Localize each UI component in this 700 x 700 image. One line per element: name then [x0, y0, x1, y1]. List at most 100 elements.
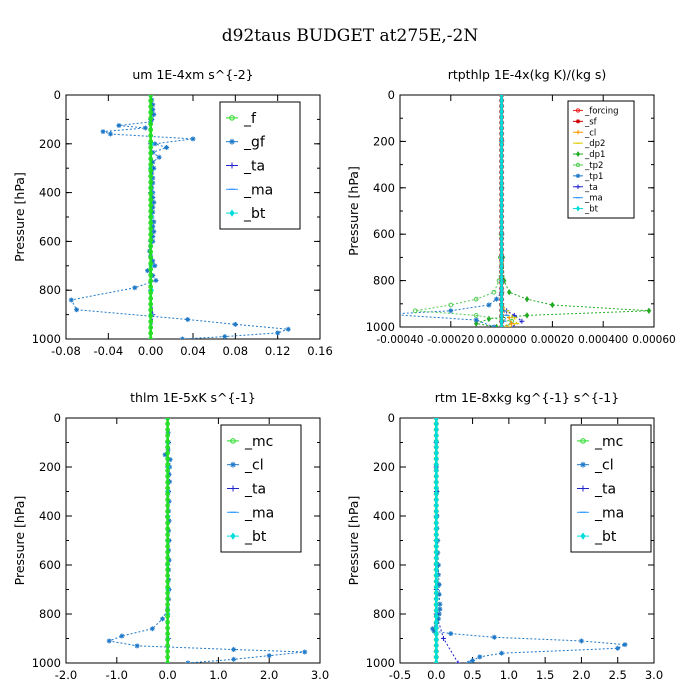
legend-label: _ta [594, 482, 616, 498]
data-point [148, 156, 154, 162]
data-point [148, 255, 154, 261]
data-point [434, 426, 439, 433]
data-point [165, 450, 170, 456]
data-point [148, 295, 154, 301]
legend-label: _gf [243, 135, 266, 151]
legend-label: _sf [584, 117, 598, 127]
data-point [148, 179, 154, 185]
data-point [473, 296, 479, 302]
data-point [150, 224, 156, 230]
data-point [434, 467, 439, 474]
data-point [165, 619, 170, 625]
x-tick-label: 2.0 [572, 668, 590, 682]
series-group [106, 418, 308, 663]
data-point [165, 613, 170, 619]
y-tick-label: 0 [54, 411, 61, 425]
data-point [166, 557, 172, 563]
data-point [385, 312, 390, 317]
y-tick-label: 400 [373, 181, 395, 195]
data-point [148, 307, 154, 313]
legend-marker [229, 162, 235, 169]
y-tick-label: 1000 [366, 656, 395, 670]
legend-marker [230, 461, 236, 468]
panel-3: thlm 1E-5xK s^{-1} Pressure [hPa] 0 200 400 6… [12, 390, 329, 682]
legend-label: _bt [243, 206, 266, 222]
x-tick-label: 0.00060 [632, 334, 675, 346]
data-point [148, 313, 154, 319]
legend-marker [580, 532, 586, 540]
data-point [148, 150, 154, 156]
legend-label: _f [243, 111, 257, 127]
data-point [231, 656, 237, 662]
y-tick-label: 0 [388, 411, 395, 425]
data-point [165, 648, 170, 654]
data-point [165, 485, 170, 491]
y-tick-label: 200 [39, 460, 61, 474]
data-point [165, 444, 170, 450]
legend-label: _ma [584, 194, 603, 204]
y-tick-label: 800 [373, 607, 395, 621]
series-tp2 [412, 95, 515, 327]
data-point [434, 420, 439, 428]
data-point [148, 98, 154, 104]
data-point [165, 608, 170, 613]
x-tick-label: 0.5 [463, 668, 481, 682]
data-point [165, 543, 170, 549]
x-tick-label: 3.0 [645, 668, 663, 682]
data-point [185, 660, 191, 663]
data-point [436, 582, 442, 588]
legend-label: _bt [594, 529, 617, 545]
data-point [434, 630, 439, 638]
series-group [430, 418, 628, 663]
legend-marker [575, 162, 581, 168]
data-point [148, 266, 154, 272]
data-point [148, 319, 154, 324]
x-tick-label: 0.0 [427, 668, 445, 682]
x-tick-label: 2.5 [609, 668, 627, 682]
data-point [119, 633, 125, 639]
data-point [506, 289, 512, 296]
data-point [434, 548, 439, 556]
data-point [148, 173, 154, 179]
data-point [232, 321, 238, 327]
series-f [148, 95, 154, 339]
data-point [434, 648, 439, 655]
data-point [434, 595, 439, 603]
data-point [165, 456, 170, 462]
panel-1: um 1E-4xm s^{-2} Pressure [hPa] 0 200 400 600… [12, 67, 333, 358]
data-point [148, 278, 154, 284]
series-line [70, 95, 289, 339]
series-group [385, 95, 652, 327]
series-line [501, 95, 523, 327]
y-tick-label: 0 [54, 88, 61, 102]
y-tick-label: 400 [39, 186, 61, 200]
data-point [165, 643, 170, 648]
legend-label: _cl [244, 458, 264, 474]
data-point [434, 490, 439, 498]
y-tick-label: 1000 [32, 656, 61, 670]
data-point [434, 502, 439, 509]
y-tick-label: 200 [373, 134, 395, 148]
data-point [430, 626, 436, 632]
x-tick-label: -2.0 [55, 668, 77, 682]
data-point [435, 616, 441, 622]
data-point [106, 638, 112, 644]
data-point [165, 602, 170, 608]
data-point [165, 578, 170, 584]
data-point [166, 471, 172, 477]
legend-marker [575, 184, 581, 189]
data-point [150, 175, 156, 181]
data-point [434, 543, 439, 550]
data-point [434, 496, 439, 503]
x-tick-label: 0.00020 [531, 334, 574, 346]
data-point [455, 660, 461, 663]
legend-label: _ta [243, 159, 265, 175]
data-point [165, 421, 170, 427]
data-point [434, 449, 439, 457]
data-point [148, 121, 154, 127]
data-point [165, 427, 170, 433]
data-point [132, 285, 138, 291]
data-point [519, 318, 525, 324]
data-point [434, 537, 439, 544]
data-point [434, 601, 439, 608]
